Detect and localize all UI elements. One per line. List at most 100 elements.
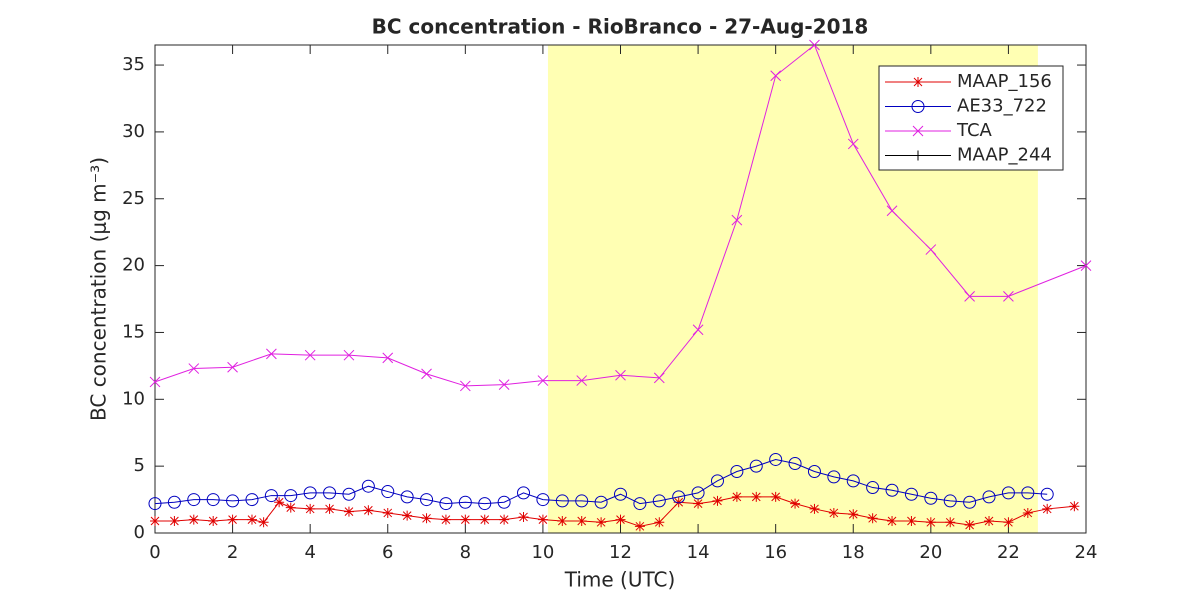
marker <box>847 138 859 150</box>
marker <box>382 352 394 364</box>
marker <box>381 485 395 499</box>
marker <box>536 493 550 507</box>
marker <box>828 507 839 518</box>
marker <box>402 510 413 521</box>
marker <box>807 464 821 478</box>
marker <box>400 490 414 504</box>
marker <box>246 514 257 525</box>
marker <box>274 497 285 508</box>
legend-label: MAAP_244 <box>957 145 1052 166</box>
marker <box>913 150 923 161</box>
series-line <box>155 458 1048 505</box>
marker <box>498 379 510 390</box>
x-tick-label: 24 <box>1075 542 1098 563</box>
marker <box>266 348 277 360</box>
marker <box>208 515 219 526</box>
marker <box>964 290 975 302</box>
x-tick-label: 6 <box>382 542 393 563</box>
x-tick-label: 4 <box>304 542 315 563</box>
marker <box>653 372 665 384</box>
marker <box>421 513 432 524</box>
marker <box>594 495 608 509</box>
marker <box>691 486 705 500</box>
marker <box>537 514 548 525</box>
x-tick-label: 12 <box>609 542 632 563</box>
marker <box>790 498 801 509</box>
marker <box>361 479 375 493</box>
marker <box>1021 486 1035 500</box>
legend: MAAP_156 AE33_722 TCA MAAP_244 <box>878 65 1064 171</box>
y-tick-label: 5 <box>134 455 145 476</box>
marker <box>227 361 238 373</box>
marker <box>576 515 587 526</box>
x-tick-label: 16 <box>764 542 787 563</box>
marker <box>672 490 686 504</box>
marker <box>460 514 471 525</box>
marker <box>867 513 878 524</box>
marker <box>866 481 880 495</box>
x-tick-label: 22 <box>997 542 1020 563</box>
marker <box>497 495 511 509</box>
y-tick-label: 0 <box>134 522 145 543</box>
marker <box>634 521 645 532</box>
x-tick-label: 10 <box>531 542 554 563</box>
marker <box>809 503 820 514</box>
marker <box>943 494 957 508</box>
marker <box>731 214 743 226</box>
marker <box>150 515 160 526</box>
marker <box>245 493 259 507</box>
legend-label: AE33_722 <box>957 96 1047 117</box>
marker <box>963 495 977 509</box>
marker <box>1040 487 1054 501</box>
marker <box>342 487 356 501</box>
series-line <box>155 44 1087 387</box>
marker <box>712 495 723 506</box>
marker <box>324 503 335 514</box>
marker <box>633 497 647 511</box>
marker <box>226 494 240 508</box>
marker <box>557 515 568 526</box>
marker <box>788 456 802 470</box>
marker <box>964 519 975 530</box>
marker <box>906 515 917 526</box>
marker <box>731 491 742 502</box>
marker <box>382 507 393 518</box>
marker <box>459 380 471 392</box>
marker <box>285 502 296 513</box>
marker <box>730 464 744 478</box>
x-tick-label: 0 <box>149 542 160 563</box>
marker <box>710 474 724 488</box>
y-tick-label: 10 <box>122 388 145 409</box>
marker <box>846 474 860 488</box>
y-tick-label: 35 <box>122 54 145 75</box>
marker <box>167 495 181 509</box>
marker <box>363 505 374 516</box>
marker <box>1069 501 1080 512</box>
y-tick-label: 25 <box>122 188 145 209</box>
marker <box>848 509 859 520</box>
marker <box>885 483 899 497</box>
marker <box>188 514 199 525</box>
legend-label: TCA <box>956 120 993 141</box>
marker <box>420 493 434 507</box>
marker <box>614 487 627 501</box>
legend-label: MAAP_156 <box>957 71 1052 92</box>
marker <box>911 100 925 113</box>
marker <box>886 205 898 217</box>
marker <box>343 506 354 517</box>
marker <box>169 515 180 526</box>
marker <box>1001 486 1015 500</box>
marker <box>258 517 269 528</box>
x-tick-label: 14 <box>687 542 710 563</box>
legend-box <box>878 65 1064 171</box>
marker <box>749 459 763 473</box>
marker <box>770 491 781 502</box>
marker <box>1080 260 1092 271</box>
marker <box>323 486 337 500</box>
marker <box>751 491 762 502</box>
marker <box>913 77 923 87</box>
marker <box>478 497 492 511</box>
marker <box>537 375 549 386</box>
marker <box>188 363 200 374</box>
y-tick-label: 20 <box>122 255 145 276</box>
